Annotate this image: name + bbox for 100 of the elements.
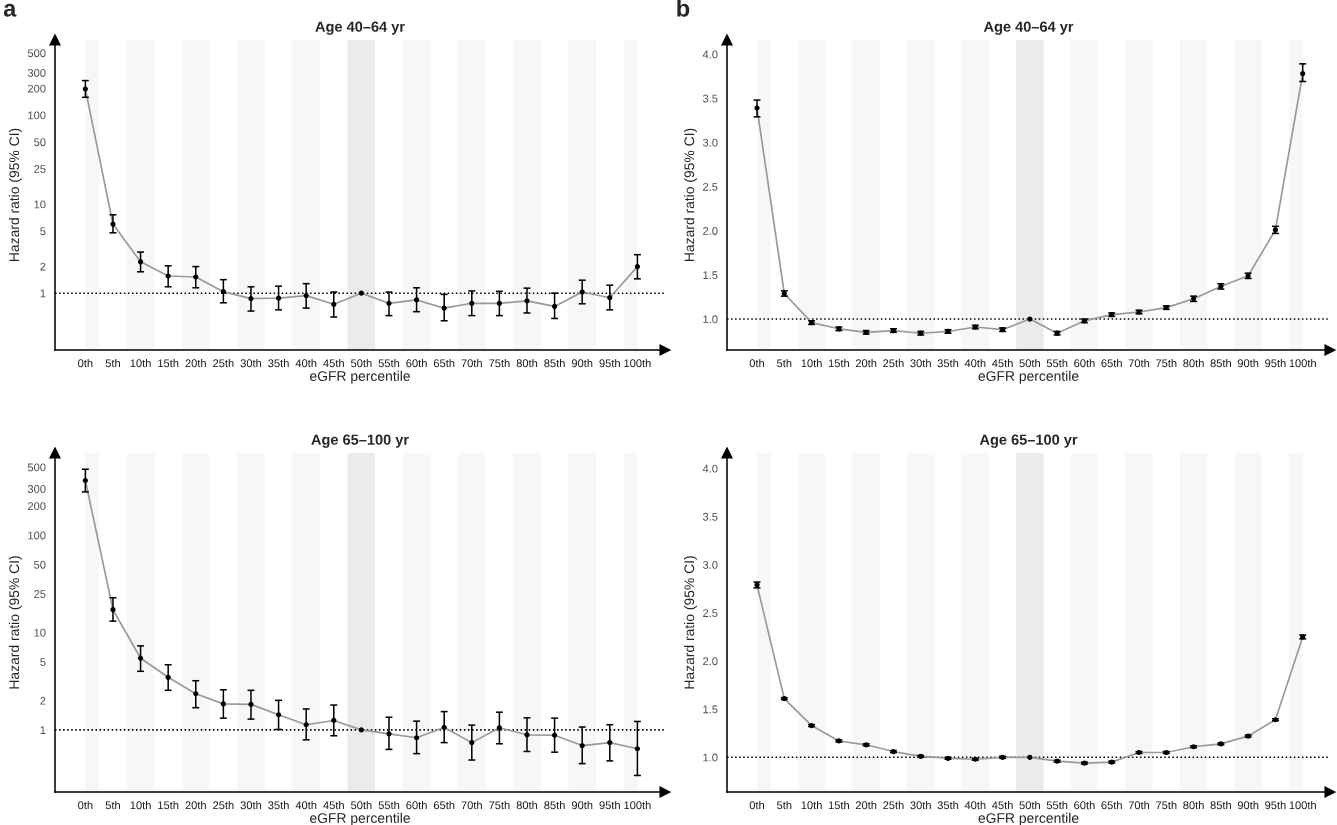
x-tick-label: 0th	[749, 801, 765, 810]
x-axis-title: eGFR percentile	[310, 370, 410, 384]
x-tick-label: 5th	[105, 801, 120, 810]
x-tick-label: 45th	[992, 359, 1013, 368]
y-axis-title: Hazard ratio (95% CI)	[8, 556, 22, 689]
x-tick-label: 20th	[855, 801, 877, 810]
y-tick-label: 2	[40, 262, 46, 271]
y-tick-label: 1	[40, 289, 46, 298]
x-tick-label: 90th	[571, 801, 593, 810]
x-tick-label: 50th	[351, 359, 372, 368]
y-tick-label: 10	[34, 628, 46, 637]
x-tick-label: 70th	[461, 359, 482, 368]
x-tick-label: 15th	[828, 801, 849, 810]
y-axis-title: Hazard ratio (95% CI)	[684, 556, 697, 689]
x-tick-label: 35th	[268, 359, 289, 368]
x-tick-label: 55th	[1046, 801, 1068, 810]
y-tick-label: 50	[34, 138, 46, 147]
y-tick-label: 10	[34, 200, 46, 209]
x-tick-label: 20th	[185, 359, 206, 368]
y-tick-label: 5	[40, 227, 46, 236]
y-tick-label: 1.5	[703, 705, 718, 714]
y-tick-label: 3.0	[702, 138, 718, 147]
x-tick-label: 0th	[749, 359, 765, 368]
x-tick-label: 80th	[1183, 801, 1204, 810]
x-tick-label: 85th	[544, 801, 565, 810]
x-tick-label: 90th	[1237, 359, 1259, 368]
y-tick-label: 3.5	[702, 512, 718, 521]
x-tick-label: 70th	[1128, 359, 1150, 368]
x-tick-label: 50th	[1019, 359, 1040, 368]
x-tick-label: 75th	[1156, 359, 1177, 368]
x-tick-label: 25th	[213, 801, 234, 810]
x-tick-label: 30th	[240, 359, 262, 368]
x-tick-label: 85th	[1210, 359, 1231, 368]
x-tick-label: 60th	[406, 801, 427, 810]
x-tick-label: 30th	[910, 359, 931, 368]
x-tick-label: 5th	[777, 359, 792, 368]
x-tick-label: 40th	[295, 801, 317, 810]
x-tick-label: 85th	[1210, 801, 1231, 810]
x-tick-label: 35th	[937, 801, 959, 810]
x-tick-label: 90th	[1237, 801, 1259, 810]
x-axis-title: eGFR percentile	[978, 370, 1079, 384]
x-tick-label: 75th	[489, 801, 510, 810]
y-tick-label: 3.0	[702, 560, 718, 569]
x-tick-label: 100th	[624, 801, 651, 810]
x-tick-label: 10th	[130, 359, 151, 368]
x-tick-label: 25th	[213, 359, 234, 368]
x-tick-label: 30th	[240, 801, 262, 810]
y-tick-label: 100	[28, 531, 46, 540]
x-tick-label: 65th	[1101, 359, 1122, 368]
y-tick-label: 300	[27, 69, 46, 77]
x-tick-label: 45th	[323, 801, 344, 810]
x-tick-label: 95th	[599, 801, 620, 810]
x-tick-label: 10th	[801, 359, 822, 368]
y-tick-label: 25	[34, 165, 46, 173]
y-tick-label: 3.5	[702, 94, 718, 103]
x-tick-label: 80th	[1183, 359, 1204, 368]
x-tick-label: 20th	[185, 801, 206, 810]
x-tick-label: 45th	[323, 359, 344, 368]
y-tick-label: 2.0	[703, 227, 718, 235]
x-tick-label: 95th	[599, 359, 620, 368]
y-tick-label: 50	[34, 560, 46, 569]
x-tick-label: 90th	[571, 359, 593, 368]
x-tick-label: 30th	[910, 801, 931, 810]
x-tick-label: 100th	[1289, 801, 1316, 810]
y-tick-label: 500	[27, 49, 46, 58]
x-tick-label: 10th	[801, 801, 822, 810]
y-tick-label: 2.0	[703, 657, 718, 666]
x-tick-label: 15th	[828, 359, 849, 368]
y-tick-label: 200	[27, 502, 46, 511]
x-tick-label: 85th	[544, 359, 565, 368]
y-tick-label: 100	[28, 111, 46, 120]
x-tick-label: 55th	[378, 359, 400, 368]
x-tick-label: 100th	[1289, 359, 1316, 368]
chart-title: Age 40–64 yr	[983, 21, 1074, 35]
x-tick-label: 75th	[489, 359, 510, 368]
y-tick-label: 25	[34, 590, 46, 598]
y-tick-label: 1	[40, 726, 46, 734]
y-tick-label: 300	[27, 485, 46, 493]
x-axis-title: eGFR percentile	[310, 812, 410, 825]
y-tick-label: 5	[40, 658, 46, 666]
x-tick-label: 60th	[1074, 801, 1095, 810]
x-tick-label: 5th	[105, 359, 120, 368]
y-tick-label: 2.5	[703, 609, 718, 617]
chart-title: Age 65–100 yr	[311, 434, 409, 448]
x-tick-label: 70th	[461, 801, 482, 810]
y-tick-label: 200	[27, 84, 46, 93]
y-tick-label: 2	[40, 696, 46, 705]
x-tick-label: 80th	[516, 359, 538, 368]
x-tick-label: 40th	[964, 801, 986, 810]
y-tick-label: 4.0	[702, 464, 718, 473]
x-tick-label: 0th	[78, 359, 93, 368]
x-tick-label: 70th	[1128, 801, 1150, 810]
x-tick-label: 60th	[1074, 359, 1095, 368]
y-tick-label: 1.0	[703, 753, 718, 762]
x-tick-label: 95th	[1265, 801, 1286, 810]
y-tick-label: 2.5	[703, 182, 718, 191]
x-tick-label: 25th	[883, 801, 904, 810]
y-axis-title: Hazard ratio (95% CI)	[8, 128, 22, 262]
x-tick-label: 0th	[78, 801, 93, 810]
x-tick-label: 15th	[158, 359, 179, 368]
